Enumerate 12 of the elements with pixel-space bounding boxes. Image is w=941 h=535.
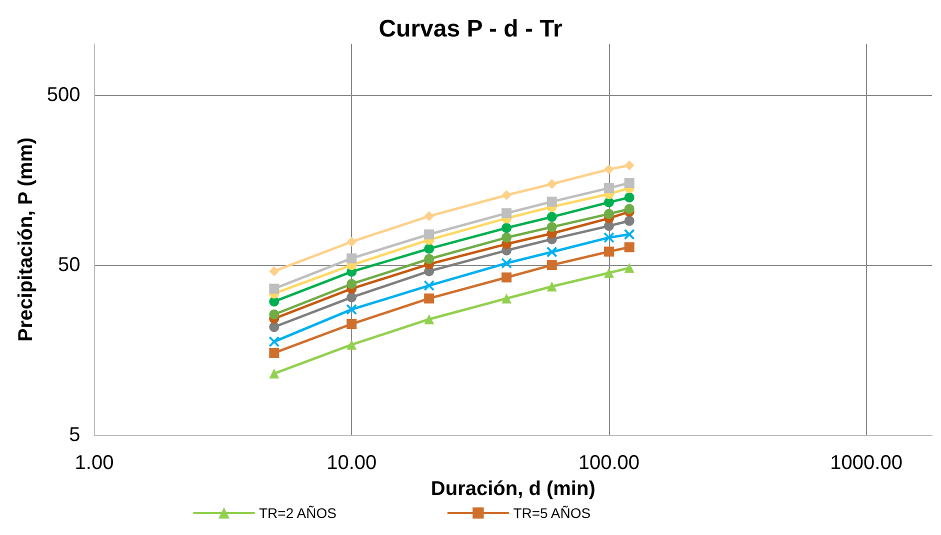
y-axis-title: Precipitación, P (mm): [15, 137, 37, 342]
x-tick-label: 1000.00: [830, 452, 902, 474]
x-axis-title: Duración, d (min): [430, 478, 596, 500]
chart-title: Curvas P - d - Tr: [378, 16, 562, 42]
x-tick-label: 1.00: [74, 452, 114, 474]
x-tick-label: 10.00: [326, 452, 377, 474]
y-tick-label: 500: [46, 84, 80, 106]
x-tick-label: 100.00: [578, 452, 640, 474]
legend-label: TR=5 AÑOS: [513, 505, 591, 521]
y-tick-label: 5: [69, 424, 80, 446]
y-tick-label: 50: [58, 254, 80, 276]
legend-label: TR=2 AÑOS: [259, 505, 336, 521]
